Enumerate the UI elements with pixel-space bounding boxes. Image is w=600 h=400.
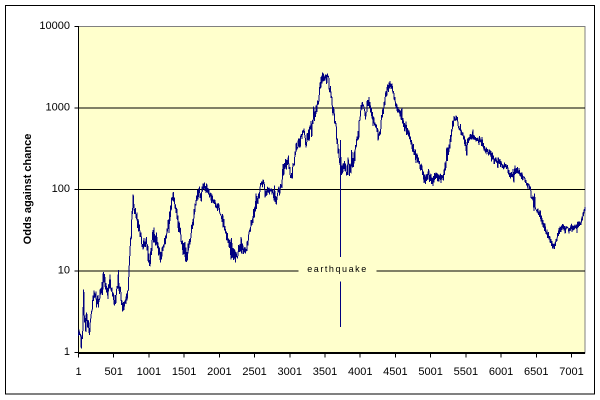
svg-text:6501: 6501: [524, 366, 548, 378]
svg-text:2001: 2001: [207, 366, 231, 378]
svg-text:3001: 3001: [278, 366, 302, 378]
svg-text:3501: 3501: [313, 366, 337, 378]
svg-text:2501: 2501: [242, 366, 266, 378]
svg-text:1: 1: [75, 366, 81, 378]
svg-text:4501: 4501: [383, 366, 407, 378]
svg-text:1: 1: [64, 346, 70, 358]
svg-text:Odds against chance: Odds against chance: [22, 134, 34, 245]
svg-text:5501: 5501: [454, 366, 478, 378]
svg-text:1000: 1000: [46, 102, 70, 114]
svg-text:1501: 1501: [172, 366, 196, 378]
svg-text:100: 100: [52, 183, 70, 195]
svg-text:5001: 5001: [418, 366, 442, 378]
svg-text:10: 10: [58, 265, 70, 277]
svg-text:7001: 7001: [559, 366, 583, 378]
svg-text:6001: 6001: [489, 366, 513, 378]
svg-text:earthquake: earthquake: [307, 264, 368, 274]
svg-text:501: 501: [105, 366, 123, 378]
svg-text:4001: 4001: [348, 366, 372, 378]
svg-text:10000: 10000: [39, 20, 70, 32]
svg-text:1001: 1001: [137, 366, 161, 378]
